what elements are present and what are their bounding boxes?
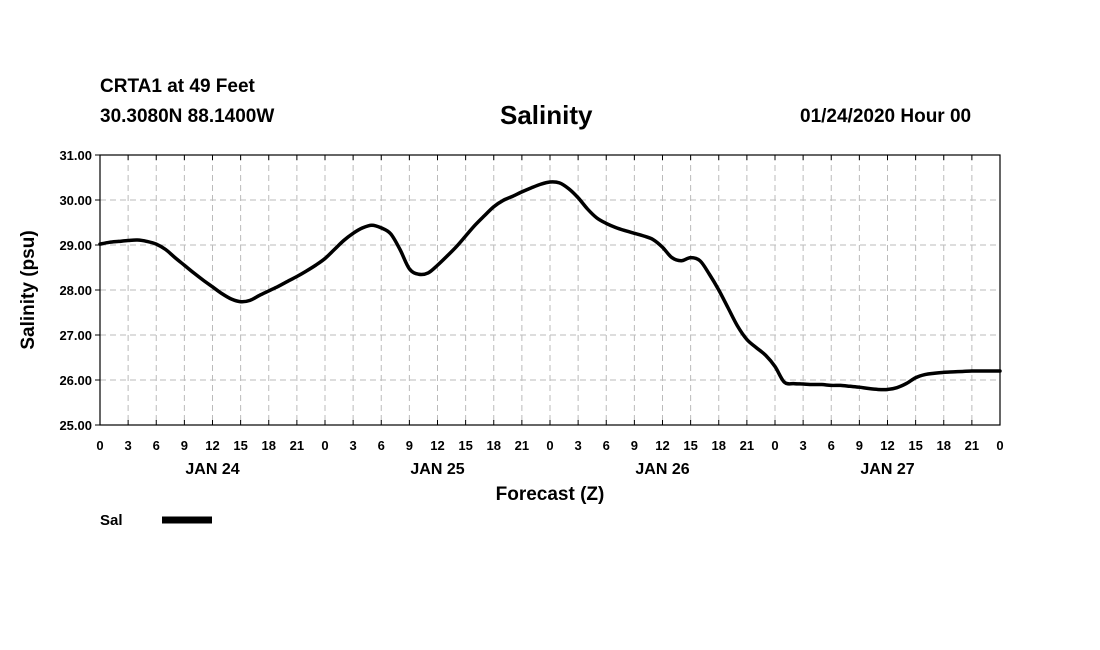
x-tick-label: 3 <box>125 438 132 453</box>
chart-title: Salinity <box>500 100 593 130</box>
x-axis-ticks: 0 3 6 9 12 15 18 21 0 3 6 9 12 15 18 21 0 3 6 9 12 15 18 21 0 3 6 9… <box>96 155 1004 453</box>
x-tick-label: 12 <box>880 438 894 453</box>
day-labels: JAN 24 JAN 25 JAN 26 JAN 27 <box>185 461 914 478</box>
y-tick-label: 29.00 <box>59 238 92 253</box>
day-label: JAN 25 <box>410 461 464 478</box>
x-tick-label: 0 <box>321 438 328 453</box>
x-tick-label: 6 <box>153 438 160 453</box>
x-tick-label: 21 <box>965 438 979 453</box>
day-label: JAN 26 <box>635 461 689 478</box>
x-tick-label: 3 <box>800 438 807 453</box>
y-tick-label: 31.00 <box>59 148 92 163</box>
x-tick-label: 9 <box>181 438 188 453</box>
forecast-datetime: 01/24/2020 Hour 00 <box>800 106 972 127</box>
x-tick-label: 21 <box>740 438 754 453</box>
y-axis-label: Salinity (psu) <box>18 230 39 349</box>
x-tick-label: 18 <box>262 438 276 453</box>
day-label: JAN 24 <box>185 461 239 478</box>
x-tick-label: 0 <box>96 438 103 453</box>
x-tick-label: 15 <box>458 438 472 453</box>
series-layer <box>98 180 1002 392</box>
y-axis-ticks: 25.00 26.00 27.00 28.00 29.00 30.00 31.00 <box>59 148 100 433</box>
sal-series-line <box>98 180 1002 392</box>
station-coordinates: 30.3080N 88.1400W <box>100 106 275 127</box>
y-tick-label: 25.00 <box>59 418 92 433</box>
legend-label-sal: Sal <box>100 512 123 529</box>
x-tick-label: 9 <box>631 438 638 453</box>
x-tick-label: 6 <box>828 438 835 453</box>
x-tick-label: 21 <box>515 438 529 453</box>
x-tick-label: 3 <box>350 438 357 453</box>
x-tick-label: 0 <box>771 438 778 453</box>
x-tick-label: 6 <box>603 438 610 453</box>
x-tick-label: 15 <box>683 438 697 453</box>
y-tick-label: 27.00 <box>59 328 92 343</box>
x-tick-label: 0 <box>546 438 553 453</box>
x-tick-label: 3 <box>575 438 582 453</box>
y-tick-label: 28.00 <box>59 283 92 298</box>
x-tick-label: 9 <box>406 438 413 453</box>
x-tick-label: 18 <box>937 438 951 453</box>
x-tick-label: 21 <box>290 438 304 453</box>
x-tick-label: 15 <box>908 438 922 453</box>
x-axis-label: Forecast (Z) <box>496 484 605 505</box>
x-tick-label: 12 <box>430 438 444 453</box>
day-label: JAN 27 <box>860 461 914 478</box>
x-tick-label: 18 <box>712 438 726 453</box>
x-tick-label: 12 <box>655 438 669 453</box>
legend: Sal <box>100 512 212 529</box>
x-tick-label: 15 <box>233 438 247 453</box>
x-tick-label: 0 <box>996 438 1003 453</box>
y-tick-label: 26.00 <box>59 373 92 388</box>
x-tick-label: 6 <box>378 438 385 453</box>
grid <box>100 155 1000 425</box>
x-tick-label: 9 <box>856 438 863 453</box>
y-tick-label: 30.00 <box>59 193 92 208</box>
x-tick-label: 12 <box>205 438 219 453</box>
x-tick-label: 18 <box>487 438 501 453</box>
station-label: CRTA1 at 49 Feet <box>100 76 255 97</box>
